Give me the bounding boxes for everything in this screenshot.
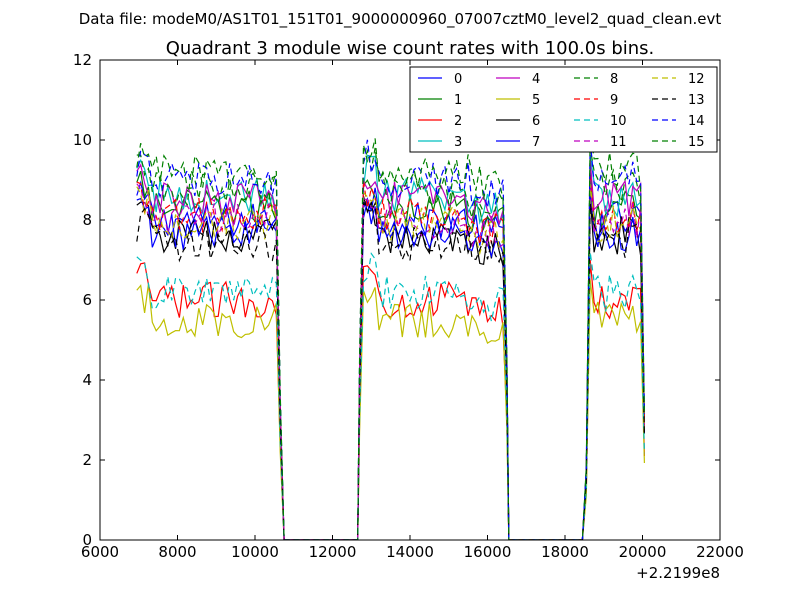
legend-label-8: 8: [610, 72, 618, 87]
x-tick-label: 20000: [619, 543, 667, 561]
legend-label-4: 4: [532, 72, 540, 87]
legend-label-12: 12: [688, 72, 705, 87]
y-tick-label: 8: [82, 211, 92, 229]
y-tick-label: 2: [82, 451, 92, 469]
legend-label-10: 10: [610, 114, 627, 129]
x-tick-label: 22000: [696, 543, 744, 561]
x-offset-label: +2.2199e8: [636, 564, 720, 582]
y-tick-label: 6: [82, 291, 92, 309]
series-line-14: [136, 139, 645, 540]
series-line-0: [136, 179, 645, 540]
x-tick-label: 14000: [386, 543, 434, 561]
series-line-10: [136, 251, 645, 540]
axes: 6000 8000 10000 12000 14000 16000 18000 20000 22…: [73, 51, 744, 561]
series-line-7: [136, 191, 645, 540]
legend-label-0: 0: [454, 72, 462, 87]
legend-label-1: 1: [454, 93, 462, 108]
x-tick-label: 12000: [309, 543, 357, 561]
suptitle: Data file: modeM0/AS1T01_151T01_90000009…: [79, 10, 722, 29]
legend-box: [409, 66, 718, 153]
legend-label-3: 3: [454, 135, 462, 150]
y-tick-label: 4: [82, 371, 92, 389]
legend-label-15: 15: [688, 135, 705, 150]
legend-label-7: 7: [532, 135, 540, 150]
x-tick-label: 10000: [231, 543, 279, 561]
series-line-9: [136, 175, 645, 540]
series-line-12: [136, 183, 645, 540]
series-line-13: [136, 201, 645, 540]
legend-label-6: 6: [532, 114, 540, 129]
legend-label-14: 14: [688, 114, 705, 129]
legend-label-2: 2: [454, 114, 462, 129]
legend-label-11: 11: [610, 135, 627, 150]
legend-label-13: 13: [688, 93, 705, 108]
y-tick-label: 0: [82, 531, 92, 549]
series-line-1: [136, 167, 645, 540]
x-tick-label: 8000: [158, 543, 196, 561]
y-tick-label: 10: [73, 131, 92, 149]
legend-label-9: 9: [610, 93, 618, 108]
y-tick-label: 12: [73, 51, 92, 69]
x-tick-label: 18000: [541, 543, 589, 561]
series-line-2: [136, 259, 645, 540]
x-tick-label: 16000: [464, 543, 512, 561]
x-tick-label: 6000: [81, 543, 119, 561]
series-line-5: [136, 279, 645, 540]
series-line-6: [136, 195, 645, 540]
series-line-15: [136, 131, 645, 540]
chart-title: Quadrant 3 module wise count rates with …: [166, 38, 655, 59]
legend-label-5: 5: [532, 93, 540, 108]
plot-area: [136, 131, 645, 540]
